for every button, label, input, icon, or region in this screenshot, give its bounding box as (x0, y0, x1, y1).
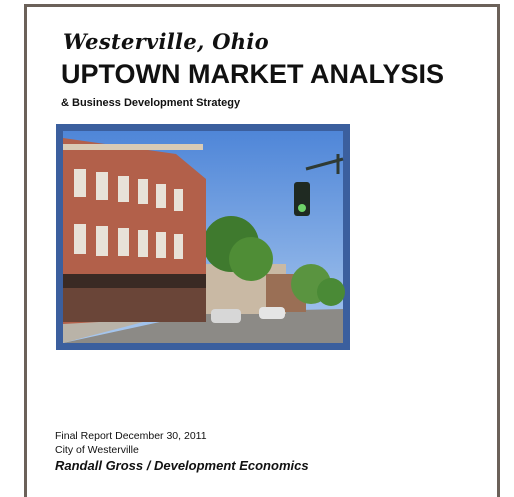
report-subtitle: & Business Development Strategy (61, 97, 240, 109)
document: {"header": {"place": "Westerville, Ohio"… (0, 0, 514, 497)
place-name: Westerville, Ohio (63, 29, 269, 54)
report-title: UPTOWN MARKET ANALYSIS (61, 59, 444, 90)
report-date: Final Report December 30, 2011 (55, 430, 207, 442)
client-name: City of Westerville (55, 444, 139, 456)
cover-photo (56, 124, 350, 350)
author-name: Randall Gross / Development Economics (55, 458, 309, 473)
cover-page: Westerville, Ohio UPTOWN MARKET ANALYSIS… (24, 4, 500, 497)
